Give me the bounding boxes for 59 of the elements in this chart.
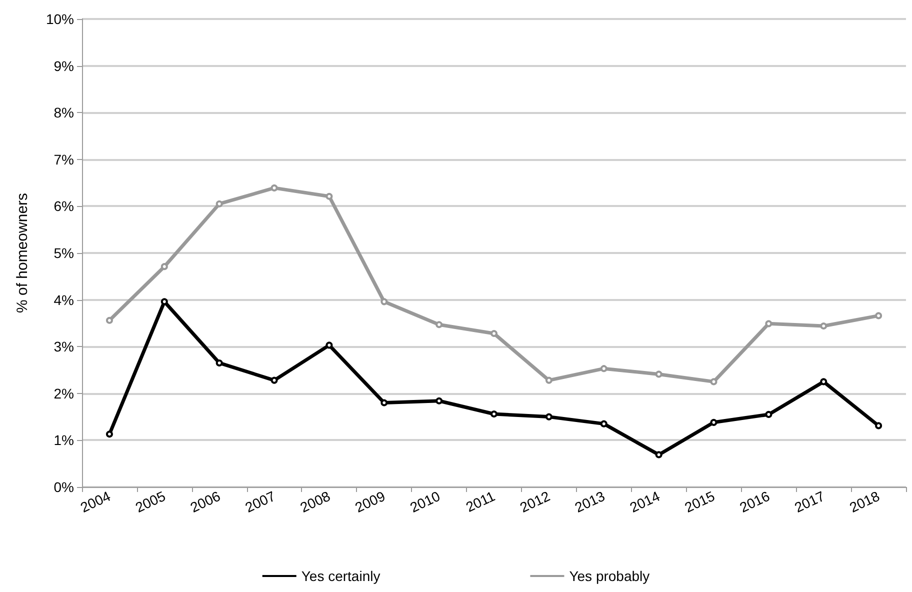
x-tick-label: 2010 xyxy=(407,488,443,516)
y-tick-label: 6% xyxy=(54,198,74,214)
point xyxy=(655,451,662,458)
x-tick-label: 2018 xyxy=(846,488,882,516)
x-tick-label: 2004 xyxy=(78,488,114,516)
x-tick-label: 2013 xyxy=(572,488,608,516)
y-tick-label: 1% xyxy=(54,432,74,448)
point xyxy=(490,330,498,337)
point xyxy=(710,418,718,426)
y-tick-label: 5% xyxy=(54,245,74,261)
y-tick-label: 3% xyxy=(54,338,74,355)
x-tick-label: 2017 xyxy=(792,488,828,516)
point xyxy=(490,410,498,418)
point xyxy=(600,365,608,372)
point xyxy=(820,322,828,330)
y-tick-label: 0% xyxy=(54,479,74,495)
point xyxy=(765,410,772,418)
legend-label: Yes certainly xyxy=(301,568,380,584)
point xyxy=(216,359,223,366)
point xyxy=(160,298,168,306)
point xyxy=(326,342,333,349)
y-axis-title: % of homeowners xyxy=(14,192,31,314)
y-tick-label: 4% xyxy=(54,292,74,308)
point xyxy=(545,413,552,420)
point xyxy=(106,316,113,324)
x-tick-label: 2011 xyxy=(463,488,498,515)
y-tick-label: 7% xyxy=(54,151,74,168)
point xyxy=(820,378,828,386)
y-tick-label: 10% xyxy=(46,11,74,27)
point xyxy=(875,422,882,430)
x-tick-label: 2009 xyxy=(352,488,388,516)
point xyxy=(380,399,388,406)
point xyxy=(436,397,443,404)
point xyxy=(106,430,113,438)
x-tick-label: 2014 xyxy=(627,488,662,516)
legend-label: Yes probably xyxy=(569,568,650,584)
y-tick-label: 9% xyxy=(54,58,74,74)
point xyxy=(600,420,608,428)
point xyxy=(270,184,278,192)
point xyxy=(436,321,443,328)
x-tick-label: 2006 xyxy=(188,488,223,516)
x-tick-label: 2007 xyxy=(242,488,278,516)
x-tick-label: 2005 xyxy=(132,488,168,516)
y-tick-label: 2% xyxy=(54,385,74,402)
point xyxy=(380,298,388,306)
x-tick-label: 2015 xyxy=(682,488,718,516)
point xyxy=(875,312,882,320)
point xyxy=(710,378,718,386)
y-tick-label: 8% xyxy=(54,104,74,121)
x-tick-label: 2008 xyxy=(298,488,333,516)
point xyxy=(270,376,278,384)
x-tick-label: 2012 xyxy=(517,488,553,516)
point xyxy=(545,376,552,384)
x-tick-label: 2016 xyxy=(737,488,772,516)
point xyxy=(160,263,168,270)
point xyxy=(326,192,333,200)
point xyxy=(216,200,223,208)
point xyxy=(765,320,772,328)
point xyxy=(655,370,662,378)
